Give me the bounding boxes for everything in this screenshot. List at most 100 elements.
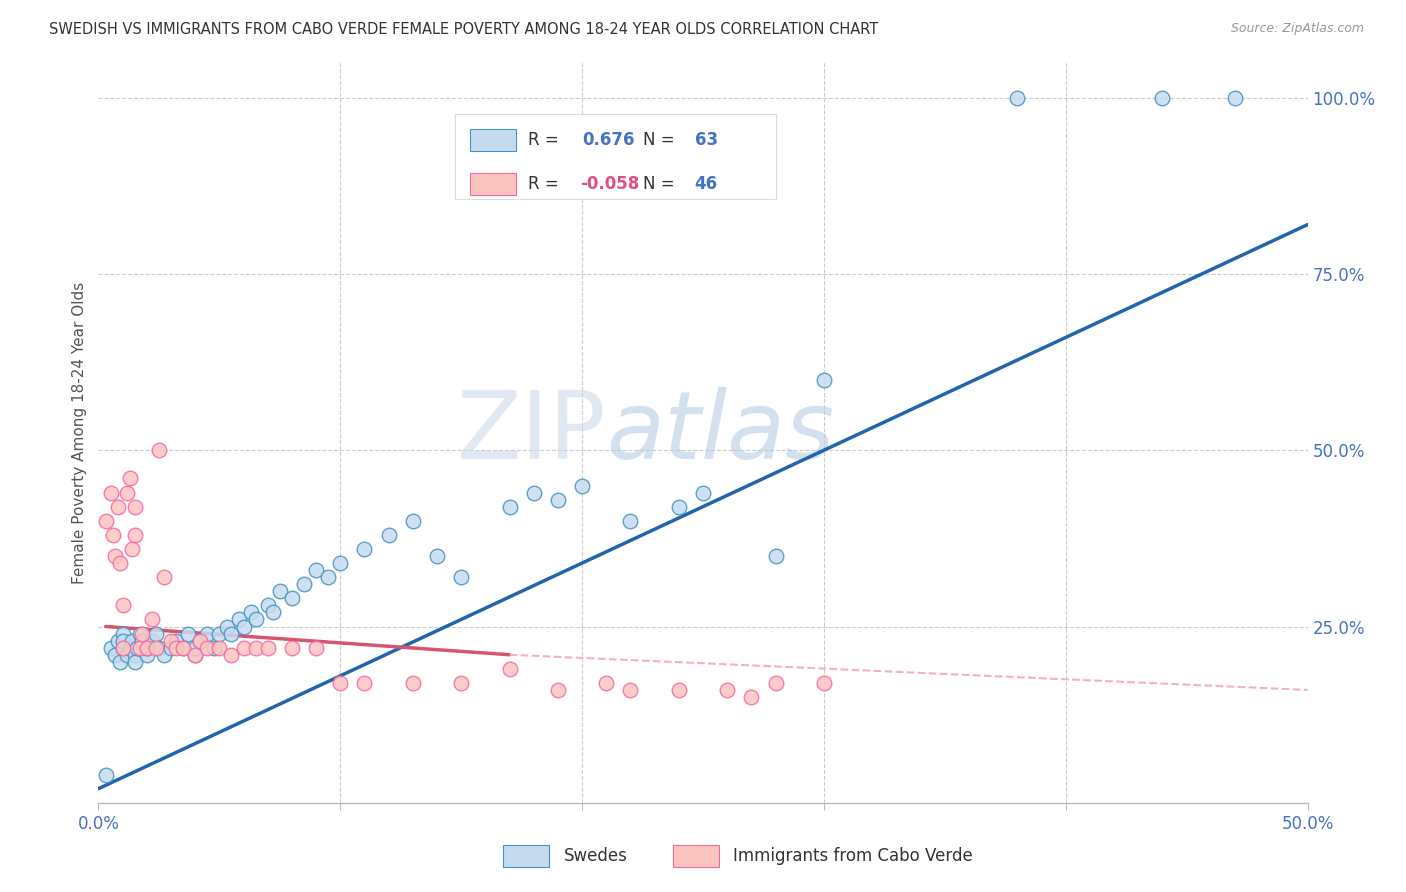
Point [111, 640, 134, 655]
Point [141, 612, 163, 626]
Point [128, 626, 150, 640]
Point [108, 556, 131, 570]
Point [184, 640, 207, 655]
Y-axis label: Female Poverty Among 18-24 Year Olds: Female Poverty Among 18-24 Year Olds [72, 282, 87, 583]
Point [101, 528, 124, 542]
Point [498, 662, 520, 676]
Point [256, 640, 278, 655]
Point [195, 626, 218, 640]
Text: N =: N = [643, 131, 673, 149]
Point [108, 655, 131, 669]
Point [292, 577, 315, 591]
Point [104, 549, 127, 563]
Text: Source: ZipAtlas.com: Source: ZipAtlas.com [1230, 22, 1364, 36]
Text: N =: N = [643, 175, 673, 193]
Point [111, 640, 134, 655]
Point [148, 640, 170, 655]
Point [765, 676, 787, 690]
Point [329, 676, 352, 690]
Point [1223, 91, 1246, 105]
Text: -0.058: -0.058 [579, 175, 638, 193]
Point [188, 633, 211, 648]
Point [215, 619, 238, 633]
Point [353, 676, 375, 690]
Point [117, 485, 139, 500]
Point [188, 633, 211, 648]
Point [131, 626, 153, 640]
Point [141, 633, 163, 648]
FancyBboxPatch shape [470, 173, 516, 195]
Point [111, 633, 134, 648]
Point [160, 633, 183, 648]
Point [571, 478, 593, 492]
Point [121, 541, 143, 556]
Point [245, 640, 267, 655]
Point [668, 500, 690, 514]
Point [402, 514, 425, 528]
Point [124, 655, 146, 669]
Point [184, 648, 207, 662]
Point [107, 633, 129, 648]
Text: SWEDISH VS IMMIGRANTS FROM CABO VERDE FEMALE POVERTY AMONG 18-24 YEAR OLDS CORRE: SWEDISH VS IMMIGRANTS FROM CABO VERDE FE… [49, 22, 879, 37]
Point [813, 373, 835, 387]
Point [94, 767, 117, 781]
Point [128, 640, 150, 655]
Point [1152, 91, 1174, 105]
FancyBboxPatch shape [456, 114, 776, 200]
Point [124, 500, 146, 514]
Point [316, 570, 339, 584]
Point [124, 528, 146, 542]
Point [195, 640, 218, 655]
Point [498, 500, 520, 514]
Point [245, 612, 267, 626]
Point [184, 648, 207, 662]
Point [692, 485, 714, 500]
Point [117, 648, 139, 662]
Point [269, 584, 291, 599]
Point [121, 633, 143, 648]
Point [145, 626, 167, 640]
Point [377, 528, 399, 542]
Point [547, 683, 569, 698]
Point [165, 633, 187, 648]
Point [100, 640, 122, 655]
Point [232, 640, 254, 655]
Point [262, 606, 284, 620]
Point [450, 570, 472, 584]
Point [765, 549, 787, 563]
Point [118, 471, 141, 485]
Point [1007, 91, 1029, 105]
Point [152, 648, 174, 662]
Text: ZIP: ZIP [457, 386, 606, 479]
Point [94, 514, 117, 528]
Point [131, 633, 153, 648]
Point [305, 563, 328, 577]
Point [152, 570, 174, 584]
Point [716, 683, 738, 698]
Point [204, 640, 226, 655]
Point [208, 626, 231, 640]
Text: R =: R = [527, 131, 558, 149]
Point [256, 599, 278, 613]
Point [160, 640, 183, 655]
Point [305, 640, 328, 655]
Point [111, 626, 134, 640]
FancyBboxPatch shape [672, 845, 718, 867]
Point [135, 640, 157, 655]
Text: 0.676: 0.676 [582, 131, 634, 149]
Point [100, 485, 122, 500]
Point [107, 500, 129, 514]
Point [239, 606, 262, 620]
Point [523, 485, 546, 500]
Text: 46: 46 [695, 175, 717, 193]
Point [619, 683, 641, 698]
Point [281, 591, 304, 606]
Point [135, 640, 157, 655]
Point [740, 690, 762, 704]
Text: 63: 63 [695, 131, 717, 149]
FancyBboxPatch shape [503, 845, 550, 867]
Point [329, 556, 352, 570]
Point [127, 640, 149, 655]
Text: Immigrants from Cabo Verde: Immigrants from Cabo Verde [734, 847, 973, 865]
Point [148, 443, 170, 458]
